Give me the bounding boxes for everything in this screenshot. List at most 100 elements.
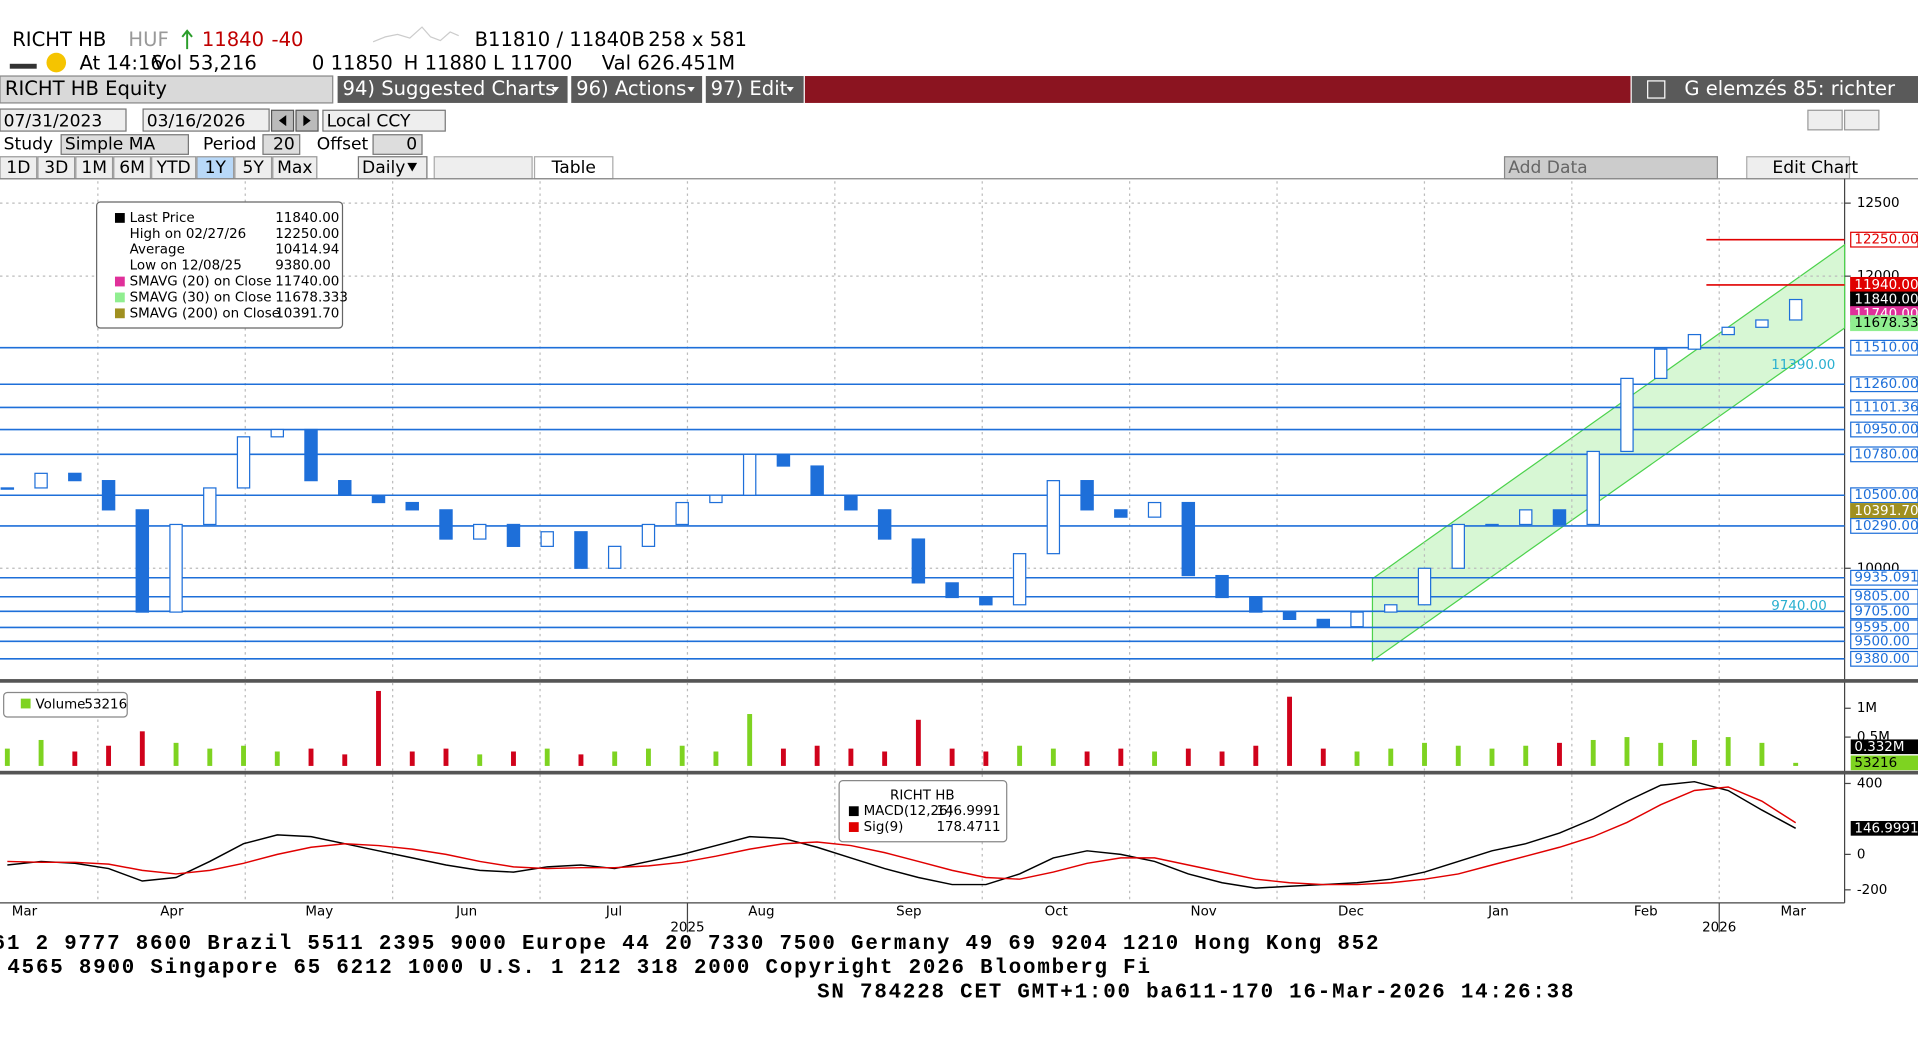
candle <box>69 473 81 480</box>
offset-label: Offset <box>317 135 369 155</box>
x-tick-label: May <box>305 904 333 919</box>
candle <box>440 510 452 539</box>
footer-line: 4565 8900 Singapore 65 6212 1000 U.S. 1 … <box>7 957 1151 980</box>
volume-bar <box>1152 752 1157 766</box>
level-label: 10780.00 <box>1854 447 1918 462</box>
candle <box>912 539 924 583</box>
ticker: RICHT HB <box>12 28 106 51</box>
volume-bar <box>781 749 786 766</box>
volume-bar <box>1726 737 1731 766</box>
volume-bar <box>882 752 887 766</box>
legend-value: 11678.333 <box>275 290 348 305</box>
macd-legend-value: 146.9991 <box>936 804 1000 819</box>
study-label: Study <box>4 135 53 155</box>
volume-bar <box>747 714 752 766</box>
volume-bar <box>275 752 280 766</box>
volume-bar <box>1692 740 1697 766</box>
volume-bar <box>579 754 584 766</box>
pane-divider <box>0 679 1918 683</box>
candle <box>777 454 789 466</box>
volume-bar <box>545 749 550 766</box>
level-label: 9380.00 <box>1854 652 1910 667</box>
study: Simple MA <box>65 135 156 155</box>
pane-divider <box>0 771 1918 775</box>
annotation: 11390.00 <box>1771 358 1835 373</box>
volume-bar <box>72 752 77 766</box>
level-label: 9805.00 <box>1854 590 1910 605</box>
level-label: 12250.00 <box>1854 233 1918 248</box>
candle <box>1182 503 1194 576</box>
candle <box>1621 378 1633 451</box>
range-label: 5Y <box>243 158 265 178</box>
volume-bar <box>1287 697 1292 766</box>
candle <box>676 503 688 525</box>
table-label: Table <box>551 158 596 178</box>
range-label: 1D <box>6 158 30 178</box>
tool-buttons[interactable] <box>434 157 532 179</box>
legend-value: 10414.94 <box>275 243 339 258</box>
candle <box>1756 320 1768 327</box>
volume-bar <box>140 731 145 766</box>
legend-label: SMAVG (200) on Close <box>130 306 280 321</box>
add-data: Add Data <box>1508 158 1587 178</box>
swatch <box>115 213 125 223</box>
volume-bar <box>1523 746 1528 766</box>
candle <box>1216 576 1228 598</box>
candle <box>946 583 958 598</box>
quote-open: 0 11850 <box>312 51 393 74</box>
period: 20 <box>273 135 295 155</box>
range-label: 1M <box>81 158 107 178</box>
frequency: Daily <box>362 158 405 178</box>
volume-bar <box>376 691 381 766</box>
candle <box>339 481 351 496</box>
legend-label: Low on 12/08/25 <box>130 259 242 274</box>
volume-bar <box>612 752 617 766</box>
volume-bar <box>1557 743 1562 766</box>
candle <box>744 454 756 495</box>
legend-label: High on 02/27/26 <box>130 227 247 242</box>
last-price: 11840 <box>202 28 264 51</box>
candle <box>507 524 519 546</box>
candle <box>305 430 317 481</box>
volume-bar <box>1186 749 1191 766</box>
redo-button[interactable] <box>1845 110 1879 130</box>
candle <box>1486 524 1498 525</box>
clock-icon <box>46 53 66 73</box>
volume-bar <box>1321 749 1326 766</box>
level-label: 10500.00 <box>1854 488 1918 503</box>
candle <box>406 503 418 510</box>
macd-marker-label: 146.9991 <box>1854 821 1918 836</box>
candle <box>1317 619 1329 626</box>
level-label: 11678.333 <box>1854 316 1918 331</box>
volume-bar <box>1490 749 1495 766</box>
volume-bar <box>5 749 10 766</box>
volume-bar <box>713 752 718 766</box>
level-label: 9705.00 <box>1854 604 1910 619</box>
level-label: 9935.091 <box>1854 571 1918 586</box>
swatch <box>849 806 859 816</box>
menu-label: 94) Suggested Charts <box>343 77 556 100</box>
candle <box>1520 510 1532 525</box>
x-tick-label: Apr <box>160 904 184 919</box>
x-tick-label: Sep <box>896 904 921 919</box>
candle <box>609 546 621 568</box>
x-tick-label: Jul <box>605 904 622 919</box>
bid-ask-size: 258 x 581 <box>648 28 747 51</box>
volume-bar <box>106 746 111 766</box>
undo-button[interactable] <box>1808 110 1842 130</box>
range-label: 6M <box>119 158 145 178</box>
level-label: 11510.00 <box>1854 341 1918 356</box>
volume-bar <box>410 752 415 766</box>
legend-value: 11840.00 <box>275 211 339 226</box>
footer-line: SN 784228 CET GMT+1:00 ba611-170 16-Mar-… <box>817 982 1575 1005</box>
volume-bar <box>174 743 179 766</box>
range-label: Max <box>277 158 312 178</box>
volume-bar <box>511 752 516 766</box>
page-title: G elemzés 85: richter <box>1684 77 1896 100</box>
legend-value: 9380.00 <box>275 259 331 274</box>
x-tick-label: Mar <box>1781 904 1807 919</box>
period-label: Period <box>203 135 256 155</box>
price-change: -40 <box>272 28 304 51</box>
legend-value: 12250.00 <box>275 227 339 242</box>
volume-bar <box>1017 746 1022 766</box>
